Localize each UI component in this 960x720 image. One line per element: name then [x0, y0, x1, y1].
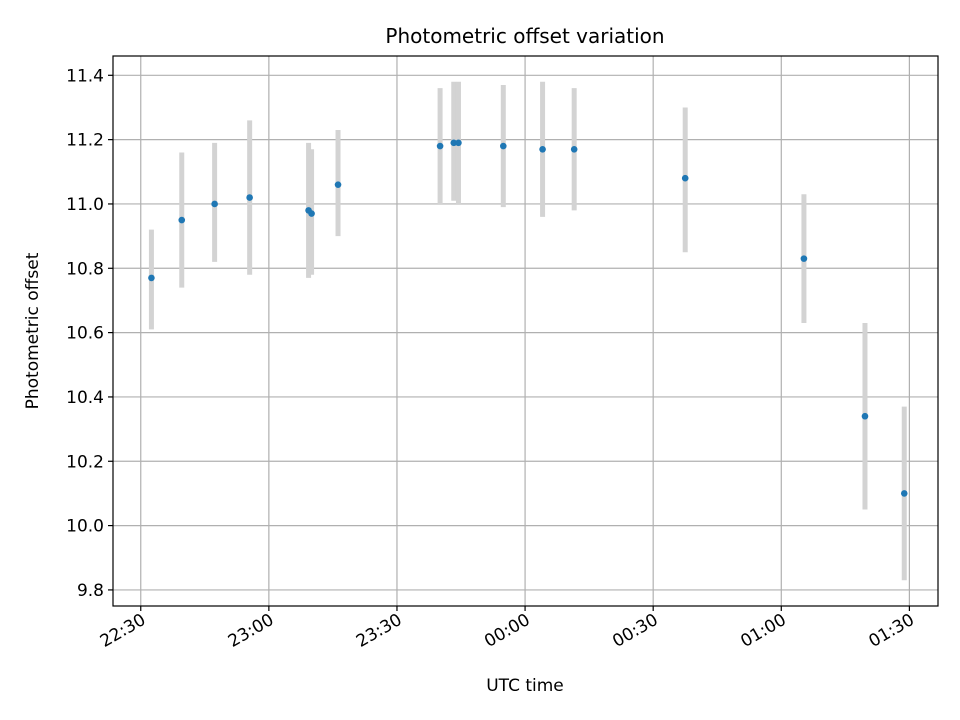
data-point — [455, 139, 462, 147]
data-point — [681, 174, 689, 182]
data-point — [334, 181, 342, 188]
y-tick-label: 10.6 — [66, 324, 104, 344]
y-tick-label: 9.8 — [77, 581, 104, 601]
data-points — [148, 139, 908, 497]
data-point — [861, 412, 869, 420]
data-point — [178, 216, 186, 224]
y-axis-label: Photometric offset — [23, 252, 43, 409]
y-tick-label: 11.2 — [66, 131, 104, 151]
data-point — [308, 210, 315, 217]
y-tick-label: 10.4 — [66, 388, 104, 408]
data-point — [148, 274, 155, 282]
data-point — [900, 490, 908, 497]
y-tick-label: 10.8 — [66, 259, 104, 279]
data-point — [800, 255, 808, 262]
data-point — [499, 142, 507, 150]
x-axis-label: UTC time — [486, 676, 564, 696]
data-point — [450, 139, 458, 147]
data-point — [246, 194, 253, 201]
y-axis: 9.8 10.0 10.2 10.4 10.6 10.8 11.0 11.2 11.4 — [66, 66, 113, 601]
data-point — [211, 200, 218, 208]
y-tick-label: 10.0 — [66, 517, 104, 537]
y-tick-label: 10.2 — [66, 452, 104, 472]
y-tick-label: 11.4 — [66, 66, 104, 86]
data-point — [436, 142, 444, 150]
chart-title: Photometric offset variation — [385, 24, 664, 48]
data-point — [570, 145, 578, 153]
data-point — [539, 145, 546, 153]
y-tick-label: 11.0 — [66, 195, 104, 215]
